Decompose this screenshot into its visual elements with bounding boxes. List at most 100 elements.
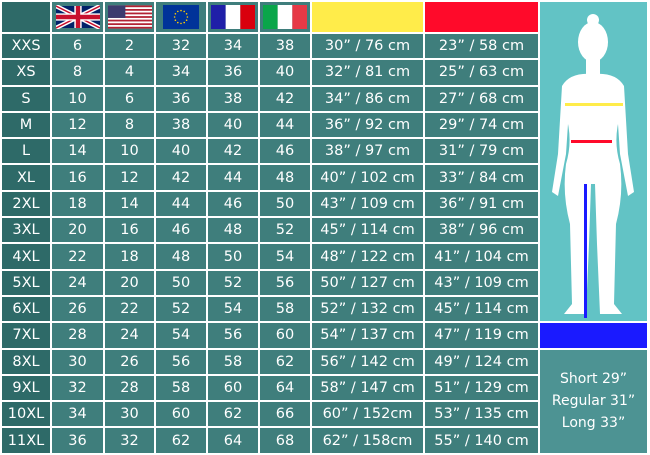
waist-color-header <box>425 2 538 32</box>
bust-color-header <box>312 2 423 32</box>
bust-cell: 45” / 114 cm <box>312 218 423 243</box>
eu-cell: 54 <box>156 323 206 348</box>
size-cell: 6XL <box>2 296 50 322</box>
uk-cell: 14 <box>52 139 103 164</box>
france-cell: 60 <box>208 375 258 401</box>
italy-flag-header <box>260 2 310 32</box>
eu-cell: 52 <box>156 296 206 322</box>
bust-cell: 62” / 158cm <box>312 428 423 453</box>
italy-cell: 48 <box>260 165 310 190</box>
bust-cell: 56” / 142 cm <box>312 349 423 374</box>
france-cell: 62 <box>208 402 258 427</box>
uk-cell: 18 <box>52 191 103 217</box>
italy-flag-icon <box>263 5 307 29</box>
size-cell: 10XL <box>2 402 50 427</box>
us-cell: 2 <box>105 34 154 59</box>
uk-cell: 30 <box>52 349 103 374</box>
size-cell: 4XL <box>2 244 50 269</box>
body-measurement-figure <box>540 2 647 322</box>
us-cell: 24 <box>105 323 154 348</box>
us-cell: 20 <box>105 270 154 295</box>
eu-cell: 44 <box>156 191 206 217</box>
waist-cell: 43” / 109 cm <box>425 270 538 295</box>
eu-cell: 42 <box>156 165 206 190</box>
waist-cell: 36” / 91 cm <box>425 191 538 217</box>
us-flag-header <box>105 2 154 32</box>
uk-cell: 20 <box>52 218 103 243</box>
uk-cell: 26 <box>52 296 103 322</box>
uk-cell: 16 <box>52 165 103 190</box>
eu-cell: 62 <box>156 428 206 453</box>
size-cell: 8XL <box>2 349 50 374</box>
waist-cell: 41” / 104 cm <box>425 244 538 269</box>
eu-cell: 50 <box>156 270 206 295</box>
bust-cell: 48” / 122 cm <box>312 244 423 269</box>
france-cell: 46 <box>208 191 258 217</box>
waist-cell: 47” / 119 cm <box>425 323 538 348</box>
us-flag-icon <box>107 5 152 29</box>
us-cell: 14 <box>105 191 154 217</box>
france-cell: 52 <box>208 270 258 295</box>
italy-cell: 44 <box>260 112 310 138</box>
bust-cell: 32” / 81 cm <box>312 60 423 85</box>
bust-line <box>565 102 623 106</box>
eu-cell: 46 <box>156 218 206 243</box>
eu-cell: 32 <box>156 34 206 59</box>
italy-cell: 66 <box>260 402 310 427</box>
size-cell: 11XL <box>2 428 50 453</box>
size-cell: 5XL <box>2 270 50 295</box>
uk-cell: 36 <box>52 428 103 453</box>
eu-cell: 40 <box>156 139 206 164</box>
italy-cell: 50 <box>260 191 310 217</box>
uk-flag-header <box>52 2 103 32</box>
us-cell: 12 <box>105 165 154 190</box>
italy-cell: 38 <box>260 34 310 59</box>
female-silhouette-icon <box>552 13 634 318</box>
france-cell: 50 <box>208 244 258 269</box>
bust-cell: 38” / 97 cm <box>312 139 423 164</box>
waist-cell: 27” / 68 cm <box>425 86 538 111</box>
italy-cell: 46 <box>260 139 310 164</box>
bust-cell: 34” / 86 cm <box>312 86 423 111</box>
eu-cell: 60 <box>156 402 206 427</box>
bust-cell: 43” / 109 cm <box>312 191 423 217</box>
size-cell: S <box>2 86 50 111</box>
eu-cell: 38 <box>156 112 206 138</box>
us-cell: 30 <box>105 402 154 427</box>
italy-cell: 40 <box>260 60 310 85</box>
us-cell: 8 <box>105 112 154 138</box>
waist-cell: 29” / 74 cm <box>425 112 538 138</box>
uk-cell: 22 <box>52 244 103 269</box>
bust-cell: 52” / 132 cm <box>312 296 423 322</box>
waist-cell: 31” / 79 cm <box>425 139 538 164</box>
uk-cell: 10 <box>52 86 103 111</box>
uk-cell: 6 <box>52 34 103 59</box>
italy-cell: 54 <box>260 244 310 269</box>
bust-cell: 30” / 76 cm <box>312 34 423 59</box>
waist-line <box>571 139 612 143</box>
size-cell: 2XL <box>2 191 50 217</box>
eu-cell: 34 <box>156 60 206 85</box>
france-cell: 40 <box>208 112 258 138</box>
france-flag-header <box>208 2 258 32</box>
waist-cell: 45” / 114 cm <box>425 296 538 322</box>
eu-cell: 36 <box>156 86 206 111</box>
us-cell: 22 <box>105 296 154 322</box>
france-cell: 48 <box>208 218 258 243</box>
eu-flag-header <box>156 2 206 32</box>
size-cell: 9XL <box>2 375 50 401</box>
bust-cell: 54” / 137 cm <box>312 323 423 348</box>
inseam-color-bar <box>540 323 647 348</box>
italy-cell: 56 <box>260 270 310 295</box>
italy-cell: 64 <box>260 375 310 401</box>
waist-cell: 33” / 84 cm <box>425 165 538 190</box>
france-cell: 42 <box>208 139 258 164</box>
size-cell: M <box>2 112 50 138</box>
italy-cell: 62 <box>260 349 310 374</box>
italy-cell: 58 <box>260 296 310 322</box>
inseam-long: Long 33” <box>561 415 626 432</box>
us-cell: 32 <box>105 428 154 453</box>
bust-cell: 40” / 102 cm <box>312 165 423 190</box>
waist-cell: 25” / 63 cm <box>425 60 538 85</box>
